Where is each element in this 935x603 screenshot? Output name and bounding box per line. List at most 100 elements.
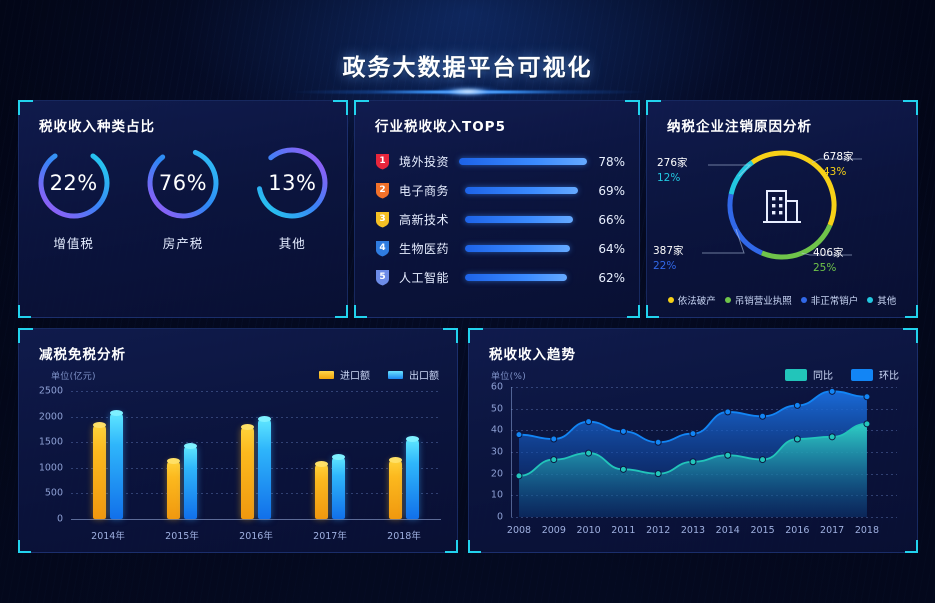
x-axis-tick: 2012 [646, 525, 671, 536]
callout-count: 276家 [657, 157, 688, 169]
y-axis-line [511, 387, 512, 517]
legend-item[interactable]: 同比 [785, 367, 833, 382]
y-axis-tick: 40 [490, 424, 503, 436]
y-axis-tick: 0 [496, 511, 503, 523]
donut-callout: 276家 12% [657, 155, 688, 184]
legend-item[interactable]: 进口额 [319, 367, 370, 382]
y-axis-tick: 2000 [38, 411, 63, 423]
legend-label: 其他 [877, 296, 897, 307]
y-axis-tick: 20 [490, 468, 503, 480]
top5-bar-track [465, 274, 584, 281]
top5-row[interactable]: 4 生物医药 64% [375, 234, 625, 263]
top5-bar-fill [459, 158, 588, 165]
legend-item[interactable]: 依法破产 [667, 293, 716, 307]
bar-cap [315, 460, 328, 467]
top5-percent: 66% [598, 212, 625, 227]
top5-bar-fill [465, 245, 571, 252]
reduction-legend: 进口额 出口额 [319, 367, 439, 382]
y-axis-tick: 60 [490, 381, 503, 393]
callout-percent: 12% [657, 172, 681, 184]
bar-import [241, 423, 254, 519]
panel-title-trend: 税收收入趋势 [489, 347, 576, 363]
x-axis-tick: 2018 [854, 525, 880, 536]
x-axis-tick: 2008 [506, 525, 532, 536]
panel-tax-income-trend: 税收收入趋势 单位(%) 同比 环比 0 10 20 30 40 50 60 2008 2009 2… [468, 328, 918, 553]
x-axis-tick: 2016 [785, 525, 810, 536]
top5-bar-fill [465, 274, 567, 281]
top5-row[interactable]: 3 高新技术 66% [375, 205, 625, 234]
top5-list: 1 境外投资 78% 2 电子商务 69% 3 高新技术 66% 4 生物医药 64% 5 人工智能 62% [375, 147, 625, 292]
bar-cap [332, 453, 345, 460]
legend-item[interactable]: 吊销营业执照 [724, 293, 792, 307]
top5-bar-track [465, 245, 584, 252]
gridline [511, 517, 897, 518]
legend-item[interactable]: 环比 [851, 367, 899, 382]
gridline [71, 442, 441, 444]
legend-item[interactable]: 其他 [867, 293, 896, 307]
donut-callout: 678家 43% [823, 149, 854, 178]
top5-bar-fill [465, 187, 579, 194]
gauge-value: 22% [49, 171, 98, 195]
gridline [71, 391, 441, 392]
legend-swatch [388, 370, 403, 379]
y-axis-tick: 0 [56, 513, 63, 525]
x-axis-tick: 2015 [750, 525, 775, 536]
top5-name: 生物医药 [399, 242, 450, 256]
bar-cap [93, 421, 106, 428]
gridline [71, 519, 441, 520]
bar-cap [406, 436, 419, 443]
top5-bar-track [465, 187, 584, 194]
rank-shield-icon: 4 [375, 240, 390, 257]
top5-bar-track [459, 158, 588, 165]
x-axis-tick: 2014年 [91, 531, 125, 542]
gauge-label: 其他 [278, 236, 306, 251]
bar-cap [241, 423, 254, 430]
reduction-plot-area: 0 500 1000 1500 2000 2500 2014年 2015年 2016年 2017年… [39, 386, 441, 542]
callout-count: 678家 [823, 151, 854, 163]
dashboard-header [0, 0, 935, 97]
legend-dot [724, 297, 731, 303]
gridline [511, 408, 897, 410]
rank-number: 2 [379, 185, 386, 195]
x-axis-tick: 2009 [541, 525, 566, 536]
legend-label: 依法破产 [677, 296, 716, 307]
bar-import [389, 456, 402, 519]
x-axis-tick: 2013 [680, 525, 706, 536]
panel-title-tax-types: 税收收入种类占比 [39, 119, 155, 135]
top5-percent: 64% [598, 241, 625, 256]
x-axis-tick: 2017 [820, 525, 845, 536]
gridline [511, 387, 897, 388]
rank-number: 5 [379, 272, 386, 282]
top5-name: 电子商务 [399, 184, 450, 198]
top5-row[interactable]: 5 人工智能 62% [375, 263, 625, 292]
top5-percent: 78% [598, 154, 625, 169]
legend-item[interactable]: 出口额 [388, 367, 439, 382]
legend-label: 同比 [813, 371, 833, 382]
legend-swatch [851, 368, 873, 381]
x-axis-tick: 2011 [611, 525, 636, 536]
rank-number: 1 [379, 156, 386, 166]
header-glow-dot [432, 86, 503, 97]
bar-cap [258, 415, 271, 422]
legend-swatch [785, 368, 807, 381]
rank-shield-icon: 1 [375, 153, 390, 170]
bar-export [332, 453, 345, 519]
cancellation-legend: 依法破产 吊销营业执照 非正常销户 其他 [647, 293, 917, 307]
panel-tax-reduction-analysis: 减税免税分析 单位(亿元) 进口额 出口额 0 500 1000 1500 2000 250… [18, 328, 458, 553]
top5-row[interactable]: 1 境外投资 78% [375, 147, 625, 176]
top5-name: 人工智能 [399, 271, 450, 285]
top5-percent: 69% [598, 183, 625, 198]
top5-name: 境外投资 [399, 155, 450, 169]
rank-number: 4 [379, 243, 386, 253]
bar-export [110, 409, 123, 519]
gauge-label: 增值税 [53, 236, 94, 251]
callout-percent: 22% [653, 260, 677, 272]
legend-label: 出口额 [409, 371, 439, 382]
rank-shield-icon: 2 [375, 182, 390, 199]
y-axis-tick: 500 [44, 487, 63, 499]
x-axis-tick: 2015年 [165, 531, 199, 542]
y-axis-tick: 1500 [38, 436, 63, 448]
top5-row[interactable]: 2 电子商务 69% [375, 176, 625, 205]
x-axis-tick: 2016年 [239, 531, 273, 542]
legend-item[interactable]: 非正常销户 [800, 293, 858, 307]
